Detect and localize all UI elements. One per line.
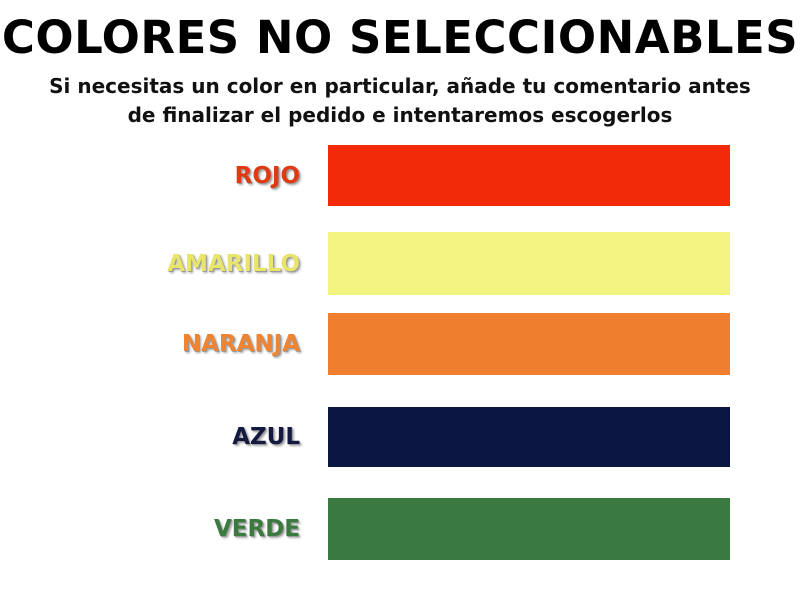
page-subtitle: Si necesitas un color en particular, aña…	[49, 74, 751, 127]
color-swatch-verde	[328, 498, 730, 560]
color-row-amarillo: AMARILLO	[0, 232, 800, 295]
color-label-verde: VERDE	[213, 516, 300, 542]
color-label-rojo: ROJO	[234, 162, 300, 189]
color-swatch-azul	[328, 407, 730, 467]
color-row-azul: AZUL	[0, 407, 800, 467]
color-row-naranja: NARANJA	[0, 313, 800, 375]
color-label-amarillo: AMARILLO	[167, 250, 300, 277]
color-label-azul: AZUL	[232, 424, 300, 450]
color-swatch-amarillo	[328, 232, 730, 295]
color-row-verde: VERDE	[0, 498, 800, 560]
color-swatch-naranja	[328, 313, 730, 375]
page-title: COLORES NO SELECCIONABLES	[1, 11, 799, 64]
color-row-rojo: ROJO	[0, 145, 800, 206]
color-swatch-rojo	[328, 145, 730, 206]
color-label-naranja: NARANJA	[181, 331, 300, 357]
